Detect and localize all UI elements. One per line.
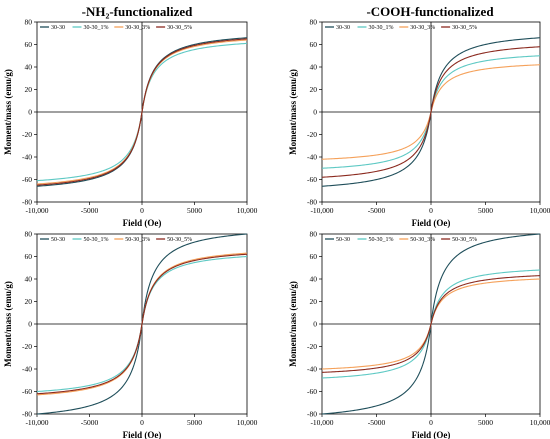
x-tick-label: 10,000 <box>530 418 550 427</box>
y-tick-label: -60 <box>22 175 32 184</box>
y-tick-label: 80 <box>25 230 33 239</box>
y-tick-label: 80 <box>310 230 318 239</box>
y-tick-label: -60 <box>307 387 317 396</box>
x-tick-label: 10,000 <box>530 206 550 215</box>
y-tick-label: -60 <box>307 175 317 184</box>
legend: 50-30 50-30_1% 50-30_3% 50-30_5% <box>40 237 192 243</box>
y-tick-label: 20 <box>310 297 318 306</box>
y-tick-label: -40 <box>307 365 317 374</box>
series-line-4 <box>321 46 541 178</box>
y-tick-label: -80 <box>307 198 317 207</box>
y-axis-label: Moment/mass (emu/g) <box>3 69 13 155</box>
x-tick-label: -10,000 <box>310 206 333 215</box>
x-tick-label: -10,000 <box>25 418 48 427</box>
x-tick-label: -10,000 <box>25 206 48 215</box>
legend-label: 30-30_3% <box>410 25 435 31</box>
y-axis-label: Moment/mass (emu/g) <box>288 69 298 155</box>
y-tick-label: 40 <box>25 63 33 72</box>
legend-label: 30-30_5% <box>167 25 192 31</box>
series-line-4 <box>321 275 541 373</box>
x-tick-label: 0 <box>140 418 144 427</box>
y-tick-label: -20 <box>22 342 32 351</box>
y-tick-label: 40 <box>310 275 318 284</box>
y-tick-label: 20 <box>310 85 318 94</box>
y-tick-label: 60 <box>310 252 318 261</box>
y-tick-label: 0 <box>28 108 32 117</box>
y-tick-label: 60 <box>25 40 33 49</box>
x-tick-label: 5000 <box>187 418 202 427</box>
charts-group: -10,000 -5000 0 5000 10,000 -80 -60 -40 -20 0 20 40… <box>3 18 550 439</box>
legend-label: 50-30_3% <box>410 237 435 243</box>
x-axis-label: Field (Oe) <box>412 430 451 439</box>
y-axis-label: Moment/mass (emu/g) <box>288 281 298 367</box>
legend: 30-30 30-30_1% 30-30_3% 30-30_5% <box>325 25 477 31</box>
x-tick-label: 10,000 <box>237 418 258 427</box>
y-tick-label: -60 <box>22 387 32 396</box>
y-tick-label: 40 <box>25 275 33 284</box>
y-tick-label: 20 <box>25 85 33 94</box>
y-tick-label: -40 <box>22 153 32 162</box>
legend-label: 30-30_1% <box>84 25 109 31</box>
x-tick-label: -5000 <box>368 206 386 215</box>
legend-label: 30-30_5% <box>452 25 477 31</box>
legend-label: 50-30 <box>336 237 350 243</box>
y-tick-label: 20 <box>25 297 33 306</box>
legend-label: 50-30_5% <box>452 237 477 243</box>
panel-title-nh2: -NH₂-functionalized <box>82 4 194 19</box>
legend-label: 50-30 <box>51 237 65 243</box>
y-tick-label: -20 <box>307 342 317 351</box>
x-tick-label: 0 <box>429 418 433 427</box>
legend: 30-30 30-30_1% 30-30_3% 30-30_5% <box>40 25 192 31</box>
x-tick-label: 5000 <box>187 206 202 215</box>
y-tick-label: 0 <box>313 108 317 117</box>
series-line-4 <box>36 253 248 395</box>
x-tick-label: 0 <box>429 206 433 215</box>
y-tick-label: 0 <box>313 320 317 329</box>
legend-label: 30-30_3% <box>125 25 150 31</box>
x-tick-label: -5000 <box>81 418 99 427</box>
y-tick-label: 80 <box>310 18 318 27</box>
x-axis-label: Field (Oe) <box>412 218 451 228</box>
y-tick-label: -80 <box>22 410 32 419</box>
x-axis-label: Field (Oe) <box>123 430 162 439</box>
y-tick-label: -20 <box>307 130 317 139</box>
x-tick-label: -10,000 <box>310 418 333 427</box>
legend-label: 50-30_1% <box>369 237 394 243</box>
chart-panel-1: -10,000 -5000 0 5000 10,000 -80 -60 -40 -20 0 20 40… <box>3 18 258 228</box>
legend-label: 50-30_3% <box>125 237 150 243</box>
x-tick-label: 0 <box>140 206 144 215</box>
x-tick-label: -5000 <box>81 206 99 215</box>
legend-label: 50-30_5% <box>167 237 192 243</box>
y-tick-label: 0 <box>28 320 32 329</box>
chart-panel-2: -10,000 -5000 0 5000 10,000 -80 -60 -40 -20 0 20 40… <box>288 18 550 228</box>
y-tick-label: 40 <box>310 63 318 72</box>
x-tick-label: 10,000 <box>237 206 258 215</box>
y-tick-label: 80 <box>25 18 33 27</box>
panel-title-cooh: -COOH-functionalized <box>366 4 494 19</box>
y-tick-label: -40 <box>22 365 32 374</box>
x-tick-label: 5000 <box>478 418 493 427</box>
y-tick-label: 60 <box>25 252 33 261</box>
series-line-4 <box>36 38 248 186</box>
y-tick-label: 60 <box>310 40 318 49</box>
chart-panel-3: -10,000 -5000 0 5000 10,000 -80 -60 -40 -20 0 20 40… <box>3 230 258 439</box>
x-tick-label: -5000 <box>368 418 386 427</box>
legend: 50-30 50-30_1% 50-30_3% 50-30_5% <box>325 237 477 243</box>
legend-label: 30-30 <box>336 25 350 31</box>
x-axis-label: Field (Oe) <box>123 218 162 228</box>
y-tick-label: -40 <box>307 153 317 162</box>
y-tick-label: -80 <box>307 410 317 419</box>
legend-label: 30-30 <box>51 25 65 31</box>
y-axis-label: Moment/mass (emu/g) <box>3 281 13 367</box>
y-tick-label: -20 <box>22 130 32 139</box>
legend-label: 30-30_1% <box>369 25 394 31</box>
legend-label: 50-30_1% <box>84 237 109 243</box>
y-tick-label: -80 <box>22 198 32 207</box>
chart-panel-4: -10,000 -5000 0 5000 10,000 -80 -60 -40 -20 0 20 40… <box>288 230 550 439</box>
x-tick-label: 5000 <box>478 206 493 215</box>
